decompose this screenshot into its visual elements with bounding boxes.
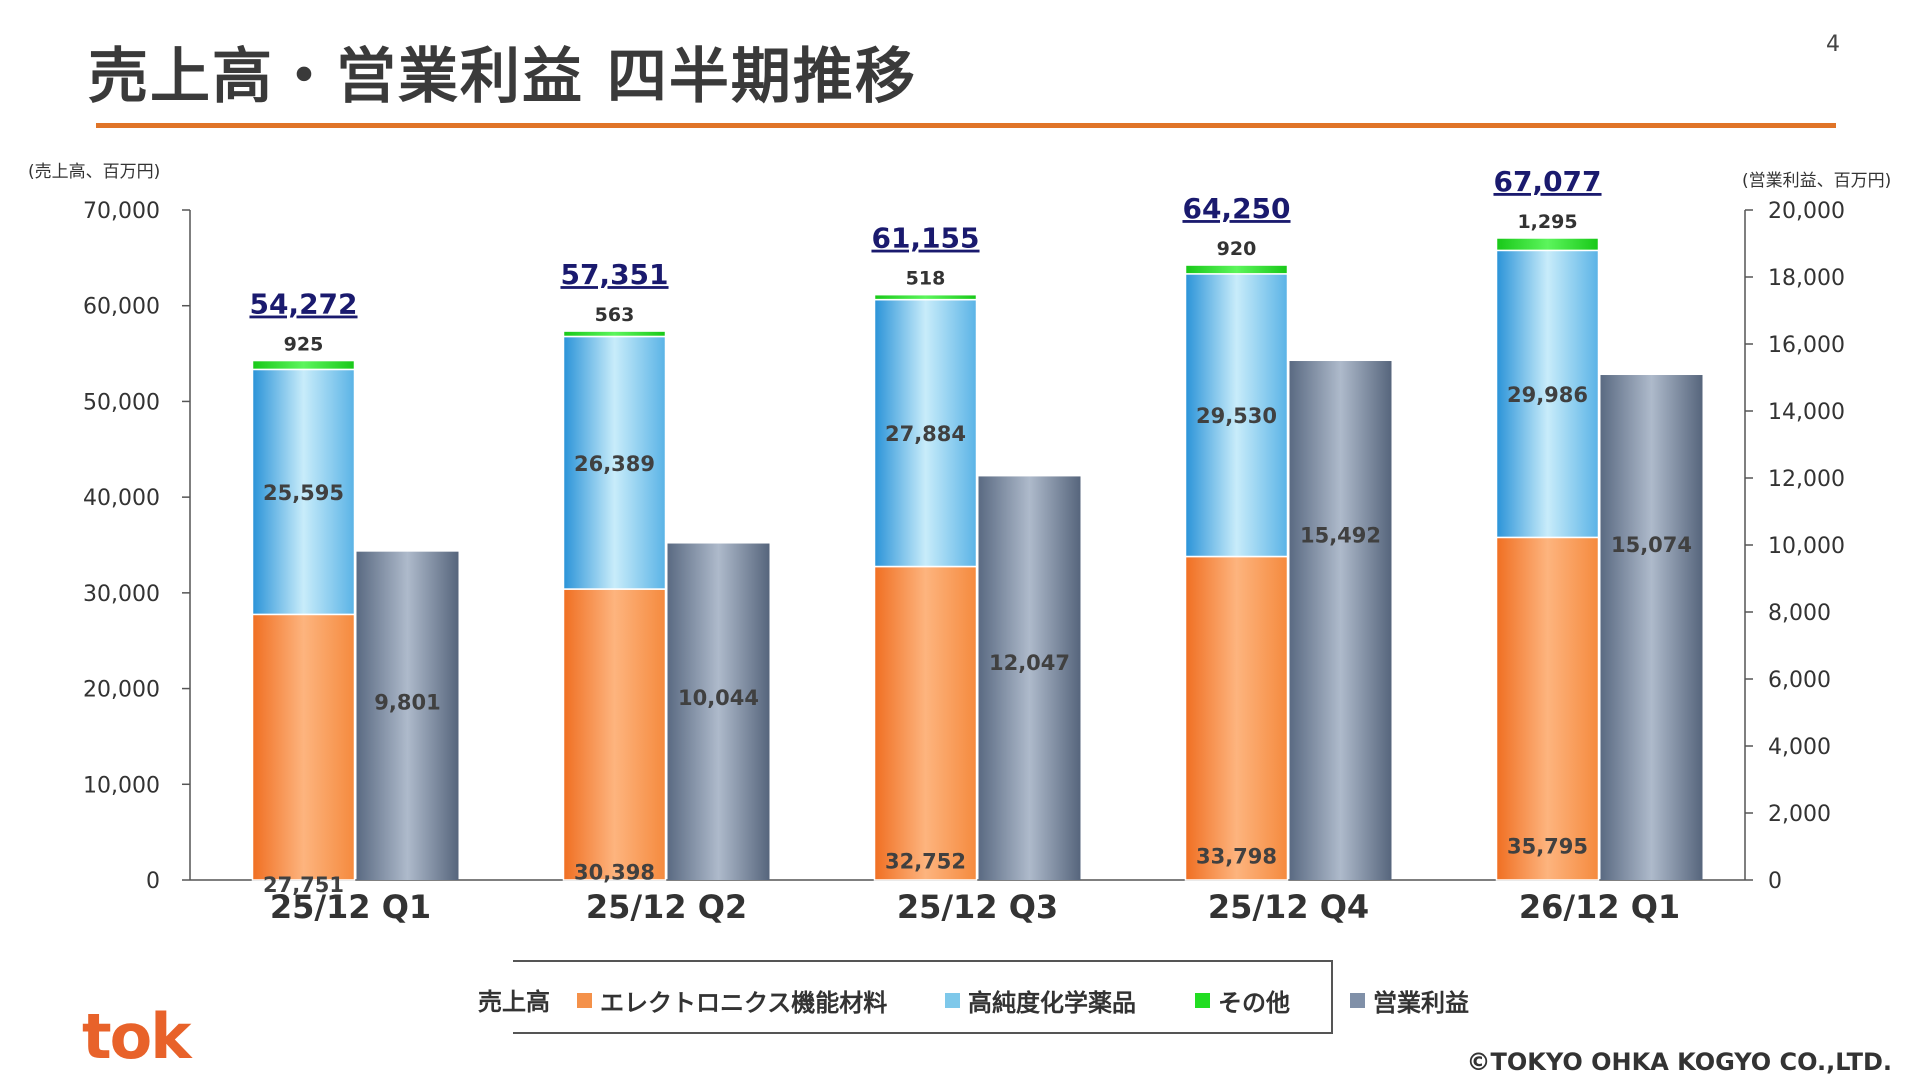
right-tick-label: 8,000 bbox=[1768, 601, 1831, 626]
data-label-total: 61,155 bbox=[871, 222, 979, 255]
legend-swatch-profit bbox=[1350, 993, 1365, 1008]
right-tick-label: 20,000 bbox=[1768, 199, 1845, 224]
bar-electronics bbox=[251, 613, 356, 881]
legend bbox=[513, 960, 1333, 1034]
legend-item-other: その他 bbox=[1195, 983, 1290, 1018]
bar-other bbox=[562, 330, 667, 338]
right-axis-unit: (営業利益、百万円) bbox=[1742, 171, 1891, 191]
data-label-electronics: 32,752 bbox=[885, 849, 966, 873]
company-logo: tok bbox=[82, 1000, 191, 1073]
bar-electronics bbox=[1184, 555, 1289, 881]
right-tick-label: 0 bbox=[1768, 869, 1782, 894]
legend-label-profit: 営業利益 bbox=[1373, 989, 1469, 1017]
bar-profit bbox=[667, 543, 770, 880]
left-tick-label: 10,000 bbox=[83, 773, 160, 798]
bar-other bbox=[251, 359, 356, 371]
data-label-profit: 10,044 bbox=[678, 686, 759, 710]
right-tick-label: 12,000 bbox=[1768, 467, 1845, 492]
data-label-profit: 12,047 bbox=[989, 651, 1070, 675]
right-tick-label: 4,000 bbox=[1768, 735, 1831, 760]
data-label-electronics: 35,795 bbox=[1507, 835, 1588, 859]
left-axis-unit: (売上高、百万円) bbox=[28, 162, 160, 182]
legend-swatch-electronics bbox=[577, 993, 592, 1008]
data-label-total: 54,272 bbox=[249, 288, 357, 321]
bar-electronics bbox=[873, 565, 978, 881]
legend-prefix: 売上高 bbox=[478, 988, 550, 1016]
right-tick-label: 18,000 bbox=[1768, 266, 1845, 291]
data-label-chemicals: 27,884 bbox=[885, 422, 966, 446]
bar-chemicals bbox=[1495, 249, 1600, 539]
legend-item-profit: 営業利益 bbox=[1350, 983, 1469, 1018]
data-label-total: 67,077 bbox=[1493, 165, 1601, 198]
x-tick-label: 25/12 Q2 bbox=[586, 888, 747, 926]
data-label-profit: 15,074 bbox=[1611, 533, 1692, 557]
bar-electronics bbox=[562, 588, 667, 881]
left-tick-label: 30,000 bbox=[83, 582, 160, 607]
chart-bars bbox=[251, 237, 1703, 881]
legend-swatch-other bbox=[1195, 993, 1210, 1008]
right-tick-label: 14,000 bbox=[1768, 400, 1845, 425]
x-tick-label: 25/12 Q3 bbox=[897, 888, 1058, 926]
bar-chemicals bbox=[873, 298, 978, 568]
page-title: 売上高・営業利益 四半期推移 bbox=[88, 42, 917, 112]
quarterly-chart: (売上高、百万円) (営業利益、百万円) 0 10,000 20,000 30,000… bbox=[28, 162, 1891, 926]
bar-profit bbox=[1289, 361, 1392, 880]
legend-label-electronics: エレクトロニクス機能材料 bbox=[600, 989, 888, 1017]
data-label-electronics: 33,798 bbox=[1196, 844, 1277, 868]
bar-profit bbox=[978, 476, 1081, 880]
left-tick-label: 20,000 bbox=[83, 678, 160, 703]
x-tick-label: 25/12 Q1 bbox=[270, 888, 431, 926]
data-label-chemicals: 26,389 bbox=[574, 452, 655, 476]
right-tick-label: 10,000 bbox=[1768, 534, 1845, 559]
data-label-chemicals: 29,986 bbox=[1507, 383, 1588, 407]
data-label-profit: 15,492 bbox=[1300, 524, 1381, 548]
bar-profit bbox=[1600, 375, 1703, 880]
legend-label-other: その他 bbox=[1218, 989, 1290, 1017]
bar-other bbox=[1184, 264, 1289, 275]
x-tick-label: 25/12 Q4 bbox=[1208, 888, 1369, 926]
bar-other bbox=[873, 293, 978, 301]
chart-axes: 0 10,000 20,000 30,000 40,000 50,000 60,000 70,… bbox=[83, 199, 1845, 894]
data-label-electronics: 27,751 bbox=[263, 873, 344, 897]
left-tick-label: 70,000 bbox=[83, 199, 160, 224]
right-tick-label: 16,000 bbox=[1768, 333, 1845, 358]
data-label-total: 57,351 bbox=[560, 258, 668, 291]
left-tick-label: 40,000 bbox=[83, 486, 160, 511]
data-label-other: 518 bbox=[906, 268, 946, 290]
data-label-chemicals: 29,530 bbox=[1196, 404, 1277, 428]
bar-other bbox=[1495, 237, 1600, 252]
data-label-total: 64,250 bbox=[1182, 192, 1290, 225]
bar-chemicals bbox=[562, 335, 667, 590]
title-divider bbox=[96, 123, 1836, 128]
legend-item-chemicals: 高純度化学薬品 bbox=[945, 983, 1136, 1018]
right-tick-label: 2,000 bbox=[1768, 802, 1831, 827]
copyright: ©TOKYO OHKA KOGYO CO.,LTD. bbox=[1466, 1048, 1893, 1076]
data-label-other: 1,295 bbox=[1517, 211, 1577, 233]
page-number: 4 bbox=[1826, 32, 1840, 57]
bar-electronics bbox=[1495, 536, 1600, 881]
x-tick-label: 26/12 Q1 bbox=[1519, 888, 1680, 926]
left-tick-label: 60,000 bbox=[83, 295, 160, 320]
data-label-chemicals: 25,595 bbox=[263, 481, 344, 505]
left-tick-label: 0 bbox=[146, 869, 160, 894]
legend-swatch-chemicals bbox=[945, 993, 960, 1008]
bar-chemicals bbox=[251, 368, 356, 616]
bar-chemicals bbox=[1184, 273, 1289, 558]
data-label-profit: 9,801 bbox=[374, 690, 440, 714]
legend-label-chemicals: 高純度化学薬品 bbox=[968, 989, 1136, 1017]
right-tick-label: 6,000 bbox=[1768, 668, 1831, 693]
chart-labels: 27,751 25,595 925 54,272 9,801 25/12 Q1 30,398… bbox=[249, 165, 1692, 926]
data-label-electronics: 30,398 bbox=[574, 861, 655, 885]
legend-item-electronics: エレクトロニクス機能材料 bbox=[577, 983, 887, 1018]
data-label-other: 563 bbox=[595, 304, 635, 326]
bar-profit bbox=[356, 551, 459, 880]
left-tick-label: 50,000 bbox=[83, 390, 160, 415]
data-label-other: 925 bbox=[284, 334, 324, 356]
data-label-other: 920 bbox=[1217, 238, 1257, 260]
